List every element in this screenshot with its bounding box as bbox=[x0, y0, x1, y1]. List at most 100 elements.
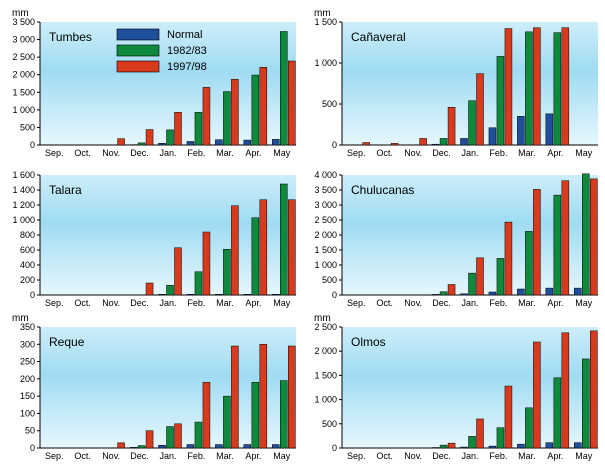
x-tick-label: Jan. bbox=[461, 451, 478, 461]
bar-198283-Apr bbox=[251, 217, 260, 296]
bar-199798-Dec bbox=[447, 284, 456, 296]
bar-Normal-Dec bbox=[129, 447, 138, 449]
bar-199798-May bbox=[590, 330, 598, 449]
bar-199798-Nov bbox=[419, 138, 427, 146]
legend-label: 1982/83 bbox=[167, 45, 207, 57]
bar-Normal-Apr bbox=[545, 442, 554, 449]
chart-title: Talara bbox=[49, 183, 82, 197]
bar-Normal-Mar bbox=[517, 116, 525, 146]
x-tick-label: Oct. bbox=[74, 148, 91, 158]
bar-199798-Jan bbox=[476, 418, 484, 449]
bar-199798-Feb bbox=[504, 221, 513, 296]
bar-199798-Dec bbox=[145, 430, 154, 449]
bar-Normal-Feb bbox=[186, 444, 195, 449]
y-unit-label: mm bbox=[314, 8, 331, 19]
y-tick-label: 2 000 bbox=[12, 70, 35, 80]
bar-Normal-Jan bbox=[460, 446, 468, 449]
bar-199798-Dec bbox=[145, 129, 154, 146]
y-tick-label: 1 000 bbox=[314, 58, 337, 68]
bar-198283-Mar bbox=[525, 407, 533, 449]
x-tick-label: Apr. bbox=[547, 148, 563, 158]
x-tick-label: Dec. bbox=[432, 451, 451, 461]
y-tick-label: 800 bbox=[20, 230, 35, 240]
y-tick-label: 3 000 bbox=[12, 35, 35, 45]
y-tick-label: 0 bbox=[30, 140, 35, 150]
x-tick-label: May bbox=[575, 451, 593, 461]
bar-198283-Feb bbox=[194, 421, 203, 449]
y-tick-label: 0 bbox=[332, 140, 337, 150]
bar-Normal-Mar bbox=[215, 294, 223, 296]
chart-3: 0 500 1 000 1 500 2 000 2 500 3 000 3 500 4 000 C… bbox=[314, 170, 598, 308]
bar-199798-Mar bbox=[231, 205, 239, 296]
x-tick-label: Dec. bbox=[130, 298, 149, 308]
chart-title: Cañaveral bbox=[351, 30, 406, 44]
y-tick-label: 0 bbox=[332, 290, 337, 300]
x-tick-label: Mar. bbox=[216, 148, 234, 158]
bar-199798-Apr bbox=[561, 332, 570, 449]
y-tick-label: 2 500 bbox=[314, 322, 337, 332]
y-tick-label: 0 bbox=[30, 290, 35, 300]
y-tick-label: 3 000 bbox=[314, 200, 337, 210]
bar-199798-May bbox=[288, 345, 296, 449]
bar-199798-Apr bbox=[259, 199, 268, 296]
bar-Normal-Jan bbox=[158, 142, 166, 146]
bar-198283-Feb bbox=[496, 427, 505, 449]
x-tick-label: Sep. bbox=[45, 298, 64, 308]
legend-swatch bbox=[116, 28, 160, 41]
x-tick-label: Nov. bbox=[102, 298, 120, 308]
bar-199798-Jan bbox=[174, 247, 182, 296]
bar-199798-Nov bbox=[117, 138, 125, 146]
x-tick-label: Dec. bbox=[432, 148, 451, 158]
bar-198283-Apr bbox=[251, 74, 260, 146]
y-tick-label: 1 500 bbox=[314, 17, 337, 27]
x-tick-label: Sep. bbox=[347, 298, 366, 308]
bar-Normal-Apr bbox=[545, 287, 554, 296]
x-tick-label: Apr. bbox=[245, 451, 261, 461]
bar-Normal-Dec bbox=[431, 143, 440, 146]
bar-Normal-Apr bbox=[243, 444, 252, 449]
bar-199798-Jan bbox=[476, 73, 484, 146]
x-tick-label: Apr. bbox=[547, 451, 563, 461]
x-tick-label: Feb. bbox=[489, 298, 507, 308]
bar-198283-Mar bbox=[223, 91, 231, 146]
y-tick-label: 1 500 bbox=[12, 87, 35, 97]
x-tick-label: Oct. bbox=[376, 451, 393, 461]
legend-label: Normal bbox=[167, 29, 202, 41]
x-tick-label: Feb. bbox=[187, 148, 205, 158]
bar-Normal-Apr bbox=[243, 294, 252, 296]
bar-198283-Mar bbox=[525, 31, 533, 146]
x-tick-label: Feb. bbox=[187, 298, 205, 308]
x-tick-label: Apr. bbox=[245, 148, 261, 158]
y-unit-label: mm bbox=[12, 8, 29, 19]
y-tick-label: 150 bbox=[20, 391, 35, 401]
x-tick-label: Dec. bbox=[130, 451, 149, 461]
bar-198283-May bbox=[280, 183, 288, 296]
bar-Normal-Jan bbox=[460, 138, 468, 146]
x-tick-label: Nov. bbox=[102, 451, 120, 461]
y-tick-label: 400 bbox=[20, 260, 35, 270]
bar-Normal-Jan bbox=[158, 294, 166, 296]
x-tick-label: Sep. bbox=[347, 451, 366, 461]
bar-Normal-Dec bbox=[431, 294, 440, 296]
bar-198283-May bbox=[582, 173, 590, 296]
y-unit-label: mm bbox=[314, 313, 331, 324]
bar-198283-Apr bbox=[553, 194, 562, 296]
bar-198283-Mar bbox=[525, 231, 533, 296]
bar-199798-Nov bbox=[117, 442, 125, 449]
y-tick-label: 200 bbox=[20, 275, 35, 285]
y-tick-label: 500 bbox=[322, 99, 337, 109]
y-tick-label: 500 bbox=[322, 419, 337, 429]
chart-2: 0 200 400 600 800 1 000 1 200 1 400 1 600 Talara S… bbox=[12, 170, 296, 308]
x-tick-label: Mar. bbox=[518, 451, 536, 461]
x-tick-label: May bbox=[575, 298, 593, 308]
x-tick-label: Oct. bbox=[376, 298, 393, 308]
x-tick-label: May bbox=[273, 451, 291, 461]
x-tick-label: Dec. bbox=[130, 148, 149, 158]
bar-199798-Dec bbox=[447, 107, 456, 146]
bar-Normal-Mar bbox=[517, 288, 525, 296]
y-tick-label: 2 000 bbox=[314, 230, 337, 240]
x-tick-label: Feb. bbox=[489, 148, 507, 158]
x-tick-label: Sep. bbox=[347, 148, 366, 158]
bar-198283-Mar bbox=[223, 249, 231, 296]
